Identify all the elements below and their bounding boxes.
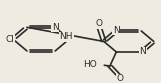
Text: Cl: Cl <box>5 35 14 44</box>
Text: O: O <box>117 74 124 83</box>
Text: N: N <box>113 26 120 35</box>
Text: HO: HO <box>83 60 97 69</box>
Text: N: N <box>140 47 146 56</box>
Text: NH: NH <box>59 32 73 41</box>
Text: O: O <box>95 19 103 28</box>
Text: N: N <box>52 23 58 32</box>
